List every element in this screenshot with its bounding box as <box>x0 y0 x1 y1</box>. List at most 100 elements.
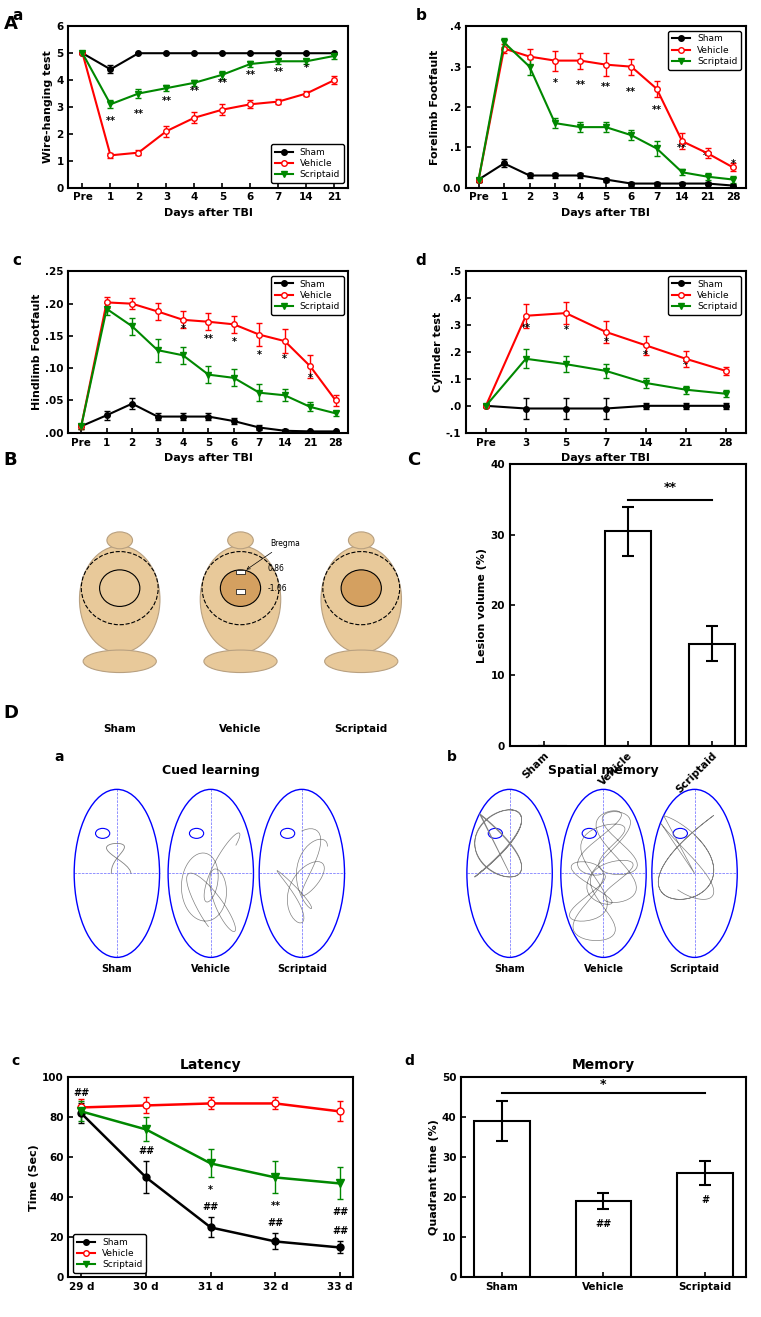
Ellipse shape <box>341 570 381 606</box>
FancyBboxPatch shape <box>236 589 245 594</box>
Text: ##: ## <box>73 1088 90 1098</box>
Text: **: ** <box>273 67 283 78</box>
Text: C: C <box>407 450 420 469</box>
Text: ##: ## <box>138 1147 154 1156</box>
Text: **: ** <box>677 142 687 153</box>
Text: **: ** <box>218 78 228 88</box>
Text: c: c <box>12 253 21 267</box>
Text: *: * <box>282 354 287 365</box>
Text: *: * <box>231 337 237 348</box>
Text: D: D <box>4 703 19 722</box>
Text: -1.06: -1.06 <box>268 583 288 593</box>
Bar <box>575 1201 632 1277</box>
Text: ##: ## <box>595 1220 612 1230</box>
Text: **: ** <box>601 82 611 92</box>
X-axis label: Days after TBI: Days after TBI <box>164 453 253 464</box>
Title: Memory: Memory <box>572 1058 635 1072</box>
Ellipse shape <box>321 547 402 653</box>
Text: Sham: Sham <box>495 964 525 975</box>
Bar <box>689 644 735 745</box>
Ellipse shape <box>221 570 260 606</box>
Text: Scriptaid: Scriptaid <box>277 964 326 975</box>
Ellipse shape <box>83 651 156 673</box>
Text: **: ** <box>664 481 677 494</box>
Y-axis label: Cylinder test: Cylinder test <box>433 312 443 392</box>
Text: ##: ## <box>202 1202 219 1213</box>
Text: Scriptaid: Scriptaid <box>335 724 388 734</box>
Y-axis label: Forelimb Footfault: Forelimb Footfault <box>430 49 440 165</box>
Y-axis label: Time (Sec): Time (Sec) <box>29 1144 39 1210</box>
Ellipse shape <box>200 547 281 653</box>
Legend: Sham, Vehicle, Scriptaid: Sham, Vehicle, Scriptaid <box>73 1234 146 1274</box>
Text: *: * <box>180 324 186 333</box>
Bar <box>474 1122 530 1277</box>
Legend: Sham, Vehicle, Scriptaid: Sham, Vehicle, Scriptaid <box>668 30 741 70</box>
Bar <box>604 531 651 745</box>
Text: **: ** <box>521 323 531 333</box>
Text: **: ** <box>133 109 144 119</box>
Text: **: ** <box>626 87 636 97</box>
Text: ##: ## <box>332 1226 349 1237</box>
Text: **: ** <box>702 151 712 161</box>
Text: B: B <box>4 450 18 469</box>
Text: *: * <box>563 324 568 335</box>
Legend: Sham, Vehicle, Scriptaid: Sham, Vehicle, Scriptaid <box>271 145 344 183</box>
Ellipse shape <box>228 532 253 549</box>
Text: d: d <box>416 253 426 267</box>
Title: Latency: Latency <box>180 1058 241 1072</box>
Text: Vehicle: Vehicle <box>219 724 262 734</box>
Text: *: * <box>256 349 262 360</box>
Text: c: c <box>11 1055 20 1068</box>
Text: *: * <box>643 350 648 360</box>
FancyBboxPatch shape <box>236 569 245 574</box>
Text: a: a <box>12 8 23 22</box>
Text: ##: ## <box>267 1218 284 1229</box>
Y-axis label: Wire-hanging test: Wire-hanging test <box>43 50 53 163</box>
Title: Spatial memory: Spatial memory <box>548 764 659 777</box>
Text: *: * <box>304 63 309 74</box>
Text: 0.86: 0.86 <box>268 564 285 573</box>
Text: b: b <box>447 751 457 764</box>
Ellipse shape <box>204 651 277 673</box>
Legend: Sham, Vehicle, Scriptaid: Sham, Vehicle, Scriptaid <box>271 277 344 315</box>
Text: *: * <box>552 78 558 88</box>
Text: *: * <box>731 159 736 170</box>
Text: d: d <box>404 1055 414 1068</box>
X-axis label: Days after TBI: Days after TBI <box>164 208 253 219</box>
Text: #: # <box>701 1196 709 1205</box>
Text: ##: ## <box>332 1208 349 1217</box>
Text: A: A <box>4 14 18 33</box>
Text: **: ** <box>203 335 213 344</box>
Ellipse shape <box>349 532 374 549</box>
Text: Bregma: Bregma <box>247 539 300 569</box>
Text: *: * <box>307 373 313 382</box>
Text: **: ** <box>161 96 171 105</box>
Text: Sham: Sham <box>103 724 136 734</box>
Text: a: a <box>54 751 64 764</box>
Title: Cued learning: Cued learning <box>162 764 260 777</box>
Text: *: * <box>600 1079 607 1092</box>
Text: *: * <box>683 361 688 370</box>
Text: **: ** <box>245 70 256 80</box>
Ellipse shape <box>107 532 132 549</box>
Text: Scriptaid: Scriptaid <box>670 964 720 975</box>
Text: **: ** <box>651 104 662 115</box>
Text: Sham: Sham <box>101 964 132 975</box>
Ellipse shape <box>325 651 398 673</box>
Text: **: ** <box>189 86 199 96</box>
Ellipse shape <box>79 547 160 653</box>
Text: Vehicle: Vehicle <box>191 964 231 975</box>
Y-axis label: Quadrant time (%): Quadrant time (%) <box>429 1119 439 1235</box>
Text: *: * <box>603 337 608 348</box>
Legend: Sham, Vehicle, Scriptaid: Sham, Vehicle, Scriptaid <box>668 277 741 315</box>
Bar <box>677 1173 733 1277</box>
Text: b: b <box>416 8 426 22</box>
X-axis label: Days after TBI: Days after TBI <box>562 208 651 219</box>
Text: *: * <box>209 1185 213 1196</box>
Text: **: ** <box>575 80 585 90</box>
Y-axis label: Lesion volume (%): Lesion volume (%) <box>477 548 488 662</box>
Text: **: ** <box>106 116 116 126</box>
X-axis label: Days after TBI: Days after TBI <box>562 453 651 464</box>
Text: **: ** <box>270 1201 281 1212</box>
Y-axis label: Hindlimb Footfault: Hindlimb Footfault <box>33 294 43 411</box>
